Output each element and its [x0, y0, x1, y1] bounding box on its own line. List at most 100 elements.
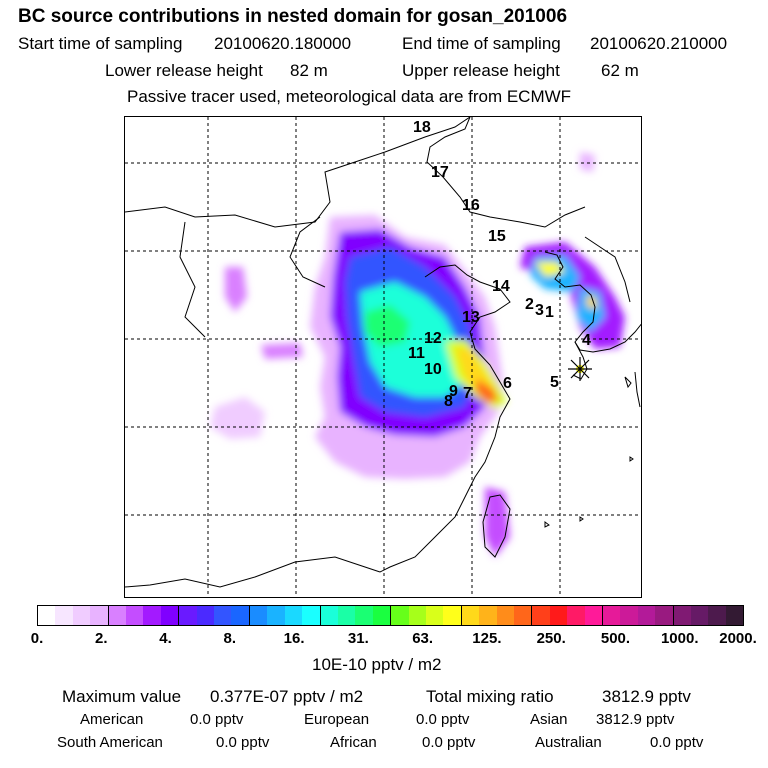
- release-lower-value: 82 m: [290, 61, 328, 80]
- trajectory-label: 3: [535, 302, 544, 319]
- region-name: Australian: [535, 734, 602, 751]
- colorbar-cell: [603, 606, 621, 625]
- trajectory-label: 16: [462, 197, 480, 214]
- colorbar-cell: [479, 606, 497, 625]
- release-upper-value: 62 m: [601, 61, 639, 80]
- region-value: 0.0 pptv: [650, 734, 704, 751]
- trajectory-label: 14: [492, 278, 510, 295]
- colorbar-cell: [620, 606, 638, 625]
- colorbar-tick-label: 16.: [283, 630, 305, 647]
- data-source-note: Passive tracer used, meteorological data…: [127, 87, 572, 106]
- trajectory-label: 13: [462, 309, 480, 326]
- colorbar-cell: [673, 606, 692, 625]
- colorbar-tick-label: 250.: [536, 630, 566, 647]
- trajectory-label: 1: [545, 304, 554, 321]
- region-name: African: [330, 734, 377, 751]
- sampling-start-label: Start time of sampling: [18, 34, 183, 53]
- colorbar-cell: [549, 606, 568, 625]
- colorbar-cell: [55, 606, 73, 625]
- max-value: 0.377E-07 pptv / m2: [210, 687, 364, 706]
- release-upper-label: Upper release height: [402, 61, 560, 80]
- region-value: 0.0 pptv: [416, 711, 470, 728]
- colorbar: [37, 605, 744, 626]
- colorbar-cell: [425, 606, 444, 625]
- trajectory-label: 4: [582, 332, 591, 349]
- colorbar-cell: [461, 606, 480, 625]
- colorbar-tick-label: 63.: [412, 630, 434, 647]
- region-name: South American: [57, 734, 163, 751]
- colorbar-tick-label: 0.: [30, 630, 44, 647]
- trajectory-label: 12: [424, 330, 442, 347]
- total-mixing-label: Total mixing ratio: [426, 687, 554, 706]
- colorbar-cell: [513, 606, 533, 625]
- colorbar-cell: [408, 606, 426, 625]
- lat-lon-grid: [125, 117, 641, 597]
- colorbar-unit: 10E-10 pptv / m2: [312, 655, 442, 674]
- trajectory-label: 8: [444, 393, 453, 410]
- colorbar-cell: [249, 606, 268, 625]
- colorbar-cell: [691, 606, 709, 625]
- trajectory-label: 6: [503, 375, 512, 392]
- region-name: Asian: [530, 711, 568, 728]
- colorbar-cell: [38, 606, 56, 625]
- colorbar-tick-label: 1000.: [660, 630, 699, 647]
- trajectory-label: 7: [463, 385, 472, 402]
- release-lower-label: Lower release height: [105, 61, 263, 80]
- colorbar-cell: [214, 606, 232, 625]
- colorbar-cell: [72, 606, 91, 625]
- colorbar-cell: [567, 606, 585, 625]
- colorbar-cell: [143, 606, 161, 625]
- concentration-field: [210, 152, 625, 557]
- region-value: 0.0 pptv: [190, 711, 244, 728]
- colorbar-cell: [532, 606, 550, 625]
- trajectory-label: 18: [413, 119, 431, 136]
- colorbar-cell: [708, 606, 726, 625]
- receptor-star-icon: [568, 357, 592, 381]
- colorbar-cell: [267, 606, 285, 625]
- colorbar-tick-label: 8.: [223, 630, 237, 647]
- map-title: BC source contributions in nested domain…: [18, 6, 568, 27]
- colorbar-tick-label: 2.: [95, 630, 108, 647]
- colorbar-cell: [160, 606, 180, 625]
- colorbar-cell: [90, 606, 109, 625]
- trajectory-label: 5: [550, 374, 559, 391]
- colorbar-cell: [302, 606, 321, 625]
- colorbar-cell: [284, 606, 303, 625]
- colorbar-cell: [637, 606, 656, 625]
- colorbar-cell: [355, 606, 373, 625]
- sampling-start-value: 20100620.180000: [214, 34, 352, 53]
- trajectory-label: 11: [408, 345, 425, 362]
- trajectory-label: 17: [431, 164, 449, 181]
- sampling-end-value: 20100620.210000: [590, 34, 728, 53]
- region-value: 3812.9 pptv: [596, 711, 675, 728]
- colorbar-cell: [725, 606, 744, 625]
- colorbar-tick-label: 2000.: [719, 630, 757, 647]
- colorbar-cell: [108, 606, 127, 625]
- trajectory-label: 9: [449, 383, 458, 400]
- colorbar-cell: [337, 606, 356, 625]
- colorbar-cell: [655, 606, 674, 625]
- region-value: 0.0 pptv: [216, 734, 270, 751]
- colorbar-cell: [372, 606, 392, 625]
- trajectory-label: 10: [424, 361, 442, 378]
- colorbar-cell: [231, 606, 250, 625]
- colorbar-cell: [320, 606, 338, 625]
- total-mixing-value: 3812.9 pptv: [602, 687, 691, 706]
- coastline-boundaries: [125, 117, 641, 588]
- trajectory-label: 15: [488, 228, 506, 245]
- region-name: American: [80, 711, 144, 728]
- colorbar-cell: [196, 606, 215, 625]
- region-name: European: [304, 711, 370, 728]
- trajectory-label: 2: [525, 296, 534, 313]
- sampling-end-label: End time of sampling: [402, 34, 561, 53]
- colorbar-cell: [391, 606, 409, 625]
- colorbar-cell: [179, 606, 197, 625]
- concentration-map: 18 17 16 15 14 2 3 1 13 12 11 10 4 5 9 7…: [124, 116, 642, 598]
- colorbar-tick-label: 125.: [472, 630, 502, 647]
- colorbar-cell: [496, 606, 514, 625]
- colorbar-cell: [126, 606, 144, 625]
- colorbar-cell: [584, 606, 603, 625]
- colorbar-tick-label: 31.: [347, 630, 369, 647]
- colorbar-tick-label: 500.: [600, 630, 631, 647]
- colorbar-tick-label: 4.: [159, 630, 172, 647]
